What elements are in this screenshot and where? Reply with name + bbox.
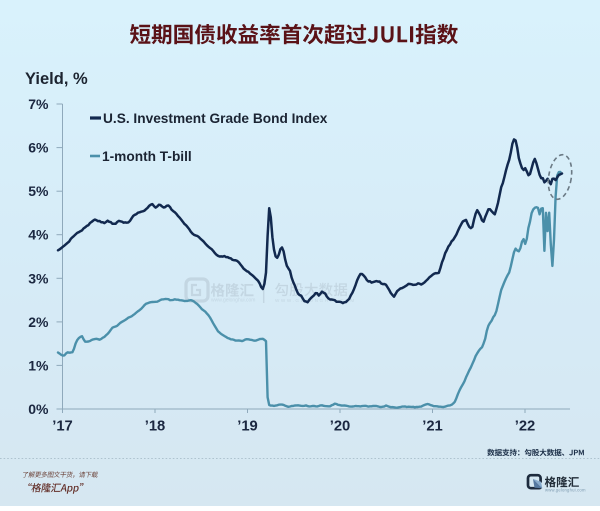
svg-text:’17: ’17 [52, 419, 73, 435]
svg-text:1%: 1% [28, 357, 49, 373]
svg-text:’19: ’19 [237, 419, 258, 435]
svg-text:5%: 5% [28, 183, 49, 199]
svg-text:U.S. Investment Grade Bond Ind: U.S. Investment Grade Bond Index [103, 111, 328, 126]
svg-text:WWW.GELONGHUI.COM: WWW.GELONGHUI.COM [275, 298, 356, 303]
svg-text:www.gelonghui.com: www.gelonghui.com [211, 298, 255, 304]
svg-text:0%: 0% [28, 401, 49, 417]
svg-text:2%: 2% [28, 314, 49, 330]
svg-text:7%: 7% [28, 96, 49, 112]
svg-text:1-month T-bill: 1-month T-bill [102, 149, 192, 164]
svg-text:3%: 3% [28, 270, 49, 286]
svg-text:4%: 4% [28, 227, 49, 243]
svg-text:6%: 6% [28, 140, 49, 156]
svg-text:’18: ’18 [145, 419, 166, 435]
svg-text:’22: ’22 [515, 419, 536, 435]
svg-text:www.gelonghui.com: www.gelonghui.com [545, 488, 586, 493]
svg-text:Yield, %: Yield, % [25, 70, 88, 88]
svg-text:’21: ’21 [422, 419, 443, 435]
svg-text:’20: ’20 [330, 419, 351, 435]
